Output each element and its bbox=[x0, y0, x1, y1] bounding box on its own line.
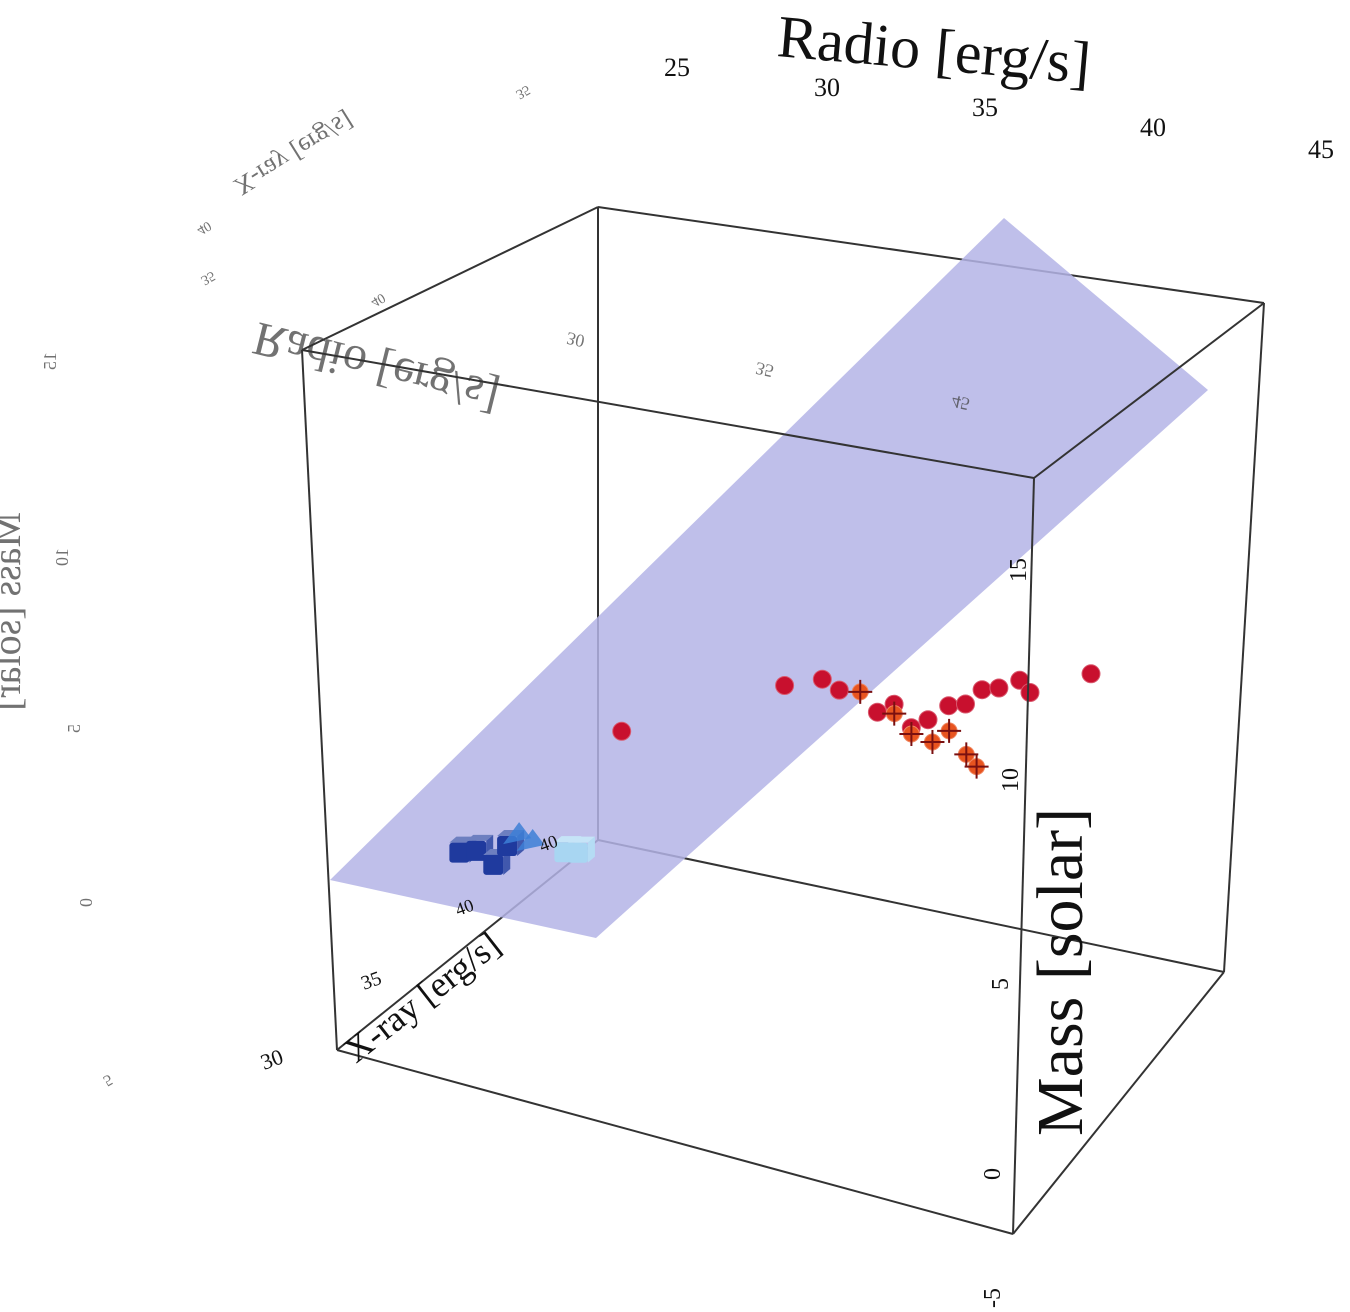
smbh-marker bbox=[829, 680, 849, 700]
radio-tick-label: 40 bbox=[1140, 113, 1166, 142]
box-edge-left-top bbox=[301, 206, 599, 351]
mirrored-radio-tick: 40 bbox=[368, 290, 388, 310]
mirrored-radio-tick: 45 bbox=[950, 391, 972, 414]
agn-star-spikes bbox=[882, 701, 907, 726]
radio-tick-label: 25 bbox=[664, 53, 690, 82]
box-edge-front-right bbox=[1012, 477, 1035, 1235]
bounding-box-front bbox=[301, 206, 1265, 1235]
smbh-marker bbox=[812, 669, 832, 689]
agn-star-spikes bbox=[848, 679, 873, 704]
xrb-cube-marker bbox=[449, 842, 470, 863]
xrb-cube-marker bbox=[567, 842, 588, 863]
mirrored-xray-label: X-ray [erg/s] bbox=[229, 106, 358, 202]
radio-tick-label: 30 bbox=[814, 73, 840, 102]
smbh-marker bbox=[867, 702, 887, 722]
agn-star-spikes bbox=[954, 742, 979, 767]
xrb-cone-marker bbox=[503, 822, 532, 845]
mirrored-xray-tick: 40 bbox=[194, 218, 214, 238]
agn-star-spikes bbox=[937, 718, 962, 743]
mirrored-xray-tick: 5 bbox=[100, 1071, 115, 1090]
box-edge-front-top bbox=[301, 349, 1035, 479]
smbh-marker bbox=[1020, 683, 1040, 702]
xray-tick-label: 35 bbox=[358, 967, 384, 995]
smbh-marker bbox=[972, 680, 992, 700]
smbh-marker bbox=[1081, 664, 1101, 684]
xrb-cube-side bbox=[587, 836, 595, 863]
mass-axis-label: Mass [solar] bbox=[1024, 808, 1097, 1136]
xrb-cube-top bbox=[567, 836, 595, 843]
mirrored-mass-tick: 15 bbox=[40, 352, 60, 370]
xray-tick-label: 40 bbox=[537, 831, 561, 856]
agn-star-spikes bbox=[920, 730, 945, 755]
mirrored-mass-label: Mass [solar] bbox=[0, 512, 29, 711]
mirrored-xray-tick: 35 bbox=[513, 82, 533, 102]
xrb-cube-marker bbox=[483, 854, 504, 875]
mirrored-radio-tick: 30 bbox=[565, 328, 587, 351]
radio-axis: Radio [erg/s] 25 30 35 40 45 bbox=[664, 3, 1334, 164]
box-edge-front-bottom bbox=[336, 1049, 1014, 1235]
xray-tick-label: 40 bbox=[453, 895, 477, 920]
box-edge-back-top bbox=[597, 206, 1265, 304]
smbh-marker bbox=[939, 696, 959, 716]
xray-tick-label: 30 bbox=[257, 1044, 286, 1075]
radio-tick-label: 35 bbox=[972, 93, 998, 122]
mirrored-radio-label: Radio [erg/s] bbox=[248, 311, 504, 423]
smbh-marker bbox=[989, 678, 1009, 698]
mass-tick-label: 0 bbox=[980, 1168, 1006, 1180]
mirrored-mass-tick: 0 bbox=[76, 898, 96, 907]
mass-tick-label: 15 bbox=[1006, 558, 1032, 582]
smbh-marker bbox=[775, 676, 795, 695]
smbh-marker bbox=[918, 710, 938, 730]
fundamental-plane bbox=[330, 218, 1208, 938]
mass-axis: Mass [solar] -5 0 5 10 15 bbox=[980, 558, 1097, 1308]
box-edge-front-left bbox=[301, 349, 338, 1051]
box-edge-back-bottom-right bbox=[597, 839, 1225, 973]
xrb-cube-marker bbox=[466, 840, 487, 861]
xrb-cone-marker bbox=[516, 828, 545, 851]
mass-tick-label: -5 bbox=[980, 1288, 1006, 1308]
mirrored-mass-tick: 10 bbox=[52, 548, 72, 566]
box-edge-back-right bbox=[1223, 302, 1265, 973]
smbh-marker bbox=[956, 694, 975, 714]
xrb-cube-top bbox=[466, 834, 494, 841]
mass-tick-label: 10 bbox=[998, 768, 1024, 792]
box-edge-right-top bbox=[1033, 302, 1265, 479]
radio-tick-label: 45 bbox=[1308, 135, 1334, 164]
smbh-marker bbox=[612, 721, 632, 741]
mirrored-radio-tick: 35 bbox=[754, 358, 776, 381]
agn-star-spikes bbox=[899, 722, 924, 746]
agn-star-spikes bbox=[964, 754, 989, 779]
xray-axis-label: X-ray [erg/s] bbox=[336, 924, 507, 1070]
mirrored-xray-tick: 35 bbox=[198, 268, 218, 288]
box-edge-right-bottom bbox=[1012, 971, 1225, 1235]
data-markers bbox=[449, 664, 1101, 875]
mass-tick-label: 5 bbox=[988, 978, 1014, 990]
mirrored-mass-tick: 5 bbox=[64, 724, 84, 733]
